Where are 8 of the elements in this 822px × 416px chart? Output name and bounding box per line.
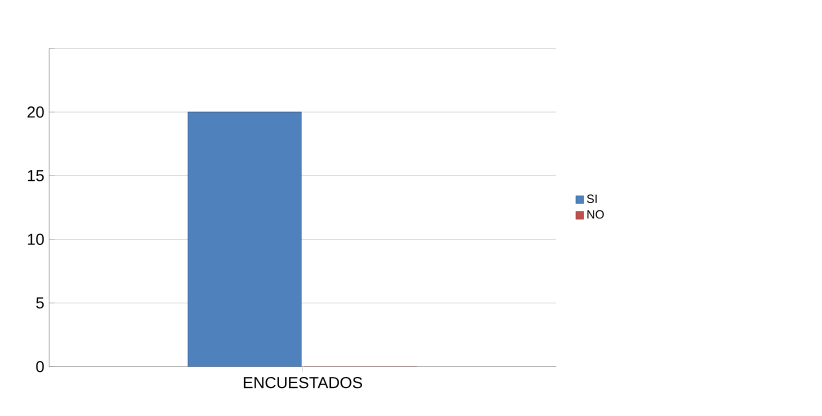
- y-tick-label: 15: [28, 170, 44, 182]
- y-tick-label: 10: [28, 234, 44, 246]
- y-tick-label: 0: [36, 361, 44, 372]
- x-tick-label: ENCUESTADOS: [244, 377, 362, 388]
- y-tick-label: 5: [36, 298, 44, 309]
- legend-label: NO: [587, 210, 604, 219]
- legend-label: SI: [587, 194, 597, 204]
- y-tick-label: 20: [28, 106, 44, 118]
